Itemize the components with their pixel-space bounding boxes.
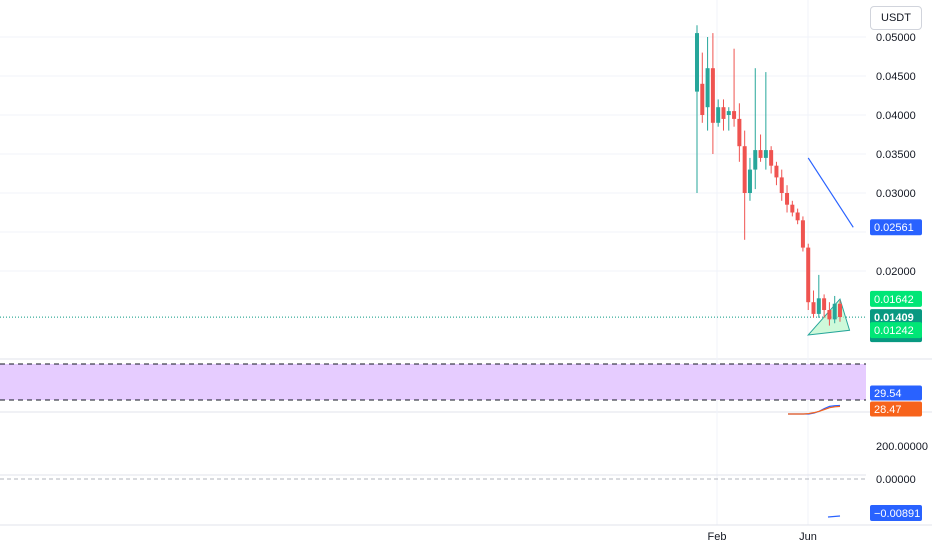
price-tick-label: 0.04500: [876, 71, 916, 83]
candle-body: [700, 83, 705, 115]
price-badge-bg: [870, 290, 922, 307]
candle-body: [827, 310, 832, 320]
rsi-band: [0, 364, 866, 400]
rsi-ma-badge: 28.47: [870, 401, 922, 417]
price-badge: 0.02561: [870, 219, 922, 236]
candle-body: [695, 33, 699, 92]
candle-body: [811, 302, 816, 314]
trend-line-drawing: [807, 157, 854, 228]
price-badge: 0.01242: [870, 322, 922, 339]
candle-body: [822, 298, 827, 310]
price-tick-label: 0.02000: [876, 266, 916, 278]
last-price-label: 0.01409: [874, 312, 914, 324]
rsi-value-badge-bg: [870, 385, 922, 401]
rsi-value-badge: 29.54: [870, 385, 922, 401]
rsi-ma-line: [788, 405, 841, 415]
oscillator-value-badge-label: −0.00891: [874, 508, 920, 520]
candle-body: [806, 247, 811, 303]
candle-body: [795, 212, 800, 221]
candle-body: [716, 107, 721, 123]
candle-body: [763, 150, 768, 158]
oscillator-tick-label: 0.00000: [876, 474, 916, 486]
currency-selector-button[interactable]: USDT: [870, 6, 922, 30]
candle-body: [774, 165, 779, 178]
grid-lines: [0, 0, 932, 525]
time-tick-label: Feb: [708, 531, 727, 543]
candle-body: [779, 177, 784, 193]
candle-body: [816, 298, 821, 314]
time-tick-label: Jun: [799, 531, 817, 543]
candle-body: [800, 220, 805, 248]
candlestick-series: [695, 25, 842, 326]
oscillator-panel: 200.00000 0.00000 −0.00891: [0, 441, 928, 521]
price-badge-label: 0.02561: [874, 222, 914, 234]
rsi-ma-badge-bg: [870, 401, 922, 417]
candle-body: [785, 193, 790, 205]
oscillator-value-badge: −0.00891: [870, 505, 922, 521]
rsi-value-badge-label: 29.54: [874, 388, 902, 400]
candle-body: [758, 150, 763, 158]
candle-body: [753, 150, 758, 170]
candle-body: [732, 111, 737, 119]
candle-body: [710, 68, 715, 123]
price-tick-label: 0.03500: [876, 149, 916, 161]
candle-body: [838, 303, 842, 318]
price-tick-label: 0.05000: [876, 32, 916, 44]
candle-body: [705, 68, 710, 108]
candle-body: [790, 204, 795, 213]
candle-body: [769, 150, 774, 166]
price-axis: 0.05000 0.04500 0.04000 0.03500 0.03000 0.020…: [870, 32, 922, 343]
price-badge-bg: [870, 322, 922, 339]
oscillator-line: [827, 515, 841, 518]
candle-body: [737, 118, 742, 147]
candle-body: [747, 169, 752, 193]
price-badge: 0.01642: [870, 290, 922, 307]
price-badge-label: 0.01242: [874, 325, 914, 337]
rsi-ma-badge-label: 28.47: [874, 404, 902, 416]
oscillator-tick-label: 200.00000: [876, 441, 928, 453]
oscillator-value-badge-bg: [870, 505, 922, 521]
price-badge-bg: [870, 219, 922, 236]
price-badge-label: 0.01642: [874, 294, 914, 306]
candle-body: [721, 107, 726, 119]
candle-body: [832, 303, 837, 320]
candle-body: [742, 146, 747, 193]
price-tick-label: 0.04000: [876, 110, 916, 122]
time-axis: Feb Jun: [0, 524, 932, 543]
price-tick-label: 0.03000: [876, 188, 916, 200]
candle-body: [726, 111, 731, 115]
rsi-panel: 29.54 28.47: [0, 363, 922, 417]
